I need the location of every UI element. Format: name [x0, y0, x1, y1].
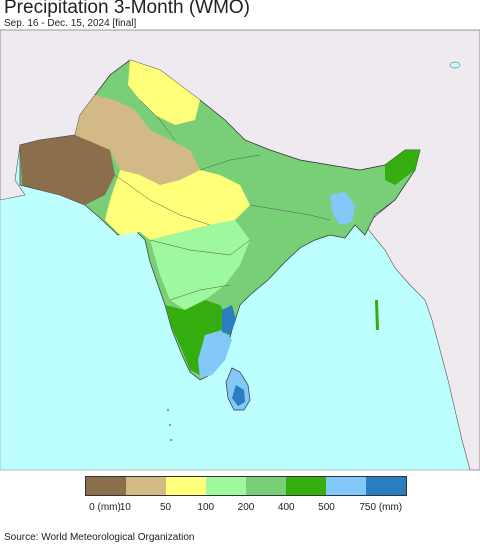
legend-swatch: [286, 477, 326, 495]
legend-colorbar: [85, 476, 407, 496]
legend-tick-label: 200: [237, 502, 255, 513]
legend-swatch: [326, 477, 366, 495]
map-title: Precipitation 3-Month (WMO): [4, 0, 251, 18]
legend-tick-label: 400: [277, 502, 295, 513]
legend-swatch: [246, 477, 286, 495]
maldives-dot: [170, 439, 172, 441]
legend-tick-label: 100: [197, 502, 215, 513]
legend-tick-label: 10: [119, 502, 131, 513]
region-blue: [222, 305, 236, 335]
legend-tick-label: 0 (mm): [89, 502, 121, 513]
legend-swatch: [166, 477, 206, 495]
map-subtitle: Sep. 16 - Dec. 15, 2024 [final]: [4, 18, 137, 29]
legend-tick-label: 750 (mm): [359, 502, 403, 513]
legend-swatch: [126, 477, 166, 495]
source-credit: Source: World Meteorological Organizatio…: [4, 532, 195, 543]
region-lightblue: [198, 330, 232, 378]
state-borders: [114, 99, 331, 301]
region-lightgreen: [150, 220, 250, 310]
legend-tick-label: 50: [159, 502, 172, 513]
legend-swatch: [206, 477, 246, 495]
andaman-islands: [375, 300, 379, 330]
region-brown: [20, 135, 115, 205]
region-ne-darkgreen: [385, 150, 420, 185]
legend-tick-label: 500: [318, 502, 335, 513]
map-frame: [0, 29, 480, 471]
legend-ticks: 0 (mm) 10 50 100 200 400 500 750 (mm): [0, 502, 480, 516]
maldives-dot: [169, 424, 171, 426]
sri-lanka-core: [232, 385, 245, 406]
legend-swatch: [86, 477, 126, 495]
region-bangladesh-blue: [330, 192, 355, 225]
lake: [449, 61, 461, 69]
region-darkgreen: [165, 300, 228, 375]
region-yellow: [105, 170, 250, 240]
region-tan: [75, 95, 200, 185]
maldives-dot: [167, 409, 169, 411]
legend-swatch: [366, 477, 406, 495]
region-yellow-north: [128, 60, 200, 125]
